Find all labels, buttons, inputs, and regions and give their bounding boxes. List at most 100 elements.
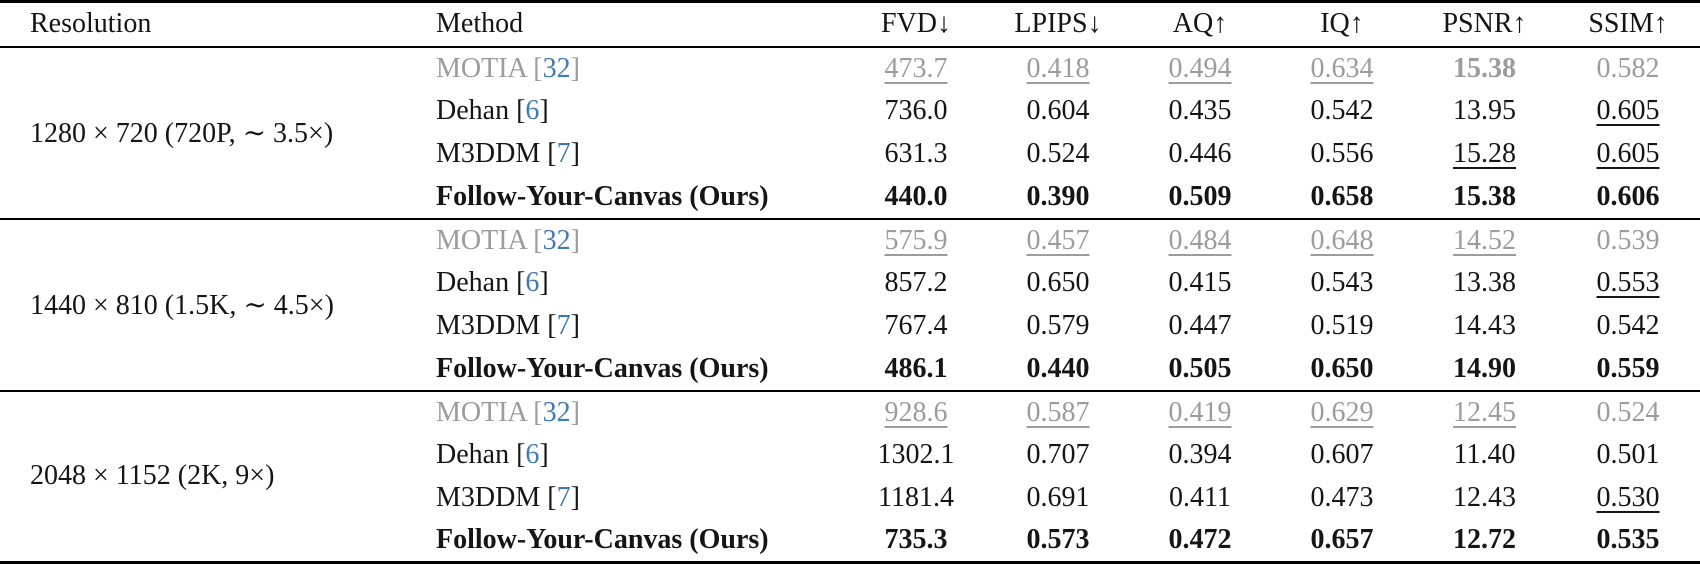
method-name: Dehan: [436, 95, 510, 126]
method-cell: M3DDM [7]: [435, 477, 845, 520]
metric-value: 0.411: [1169, 482, 1231, 513]
metric-cell: 857.2: [845, 262, 987, 305]
metric-value: 0.440: [1026, 352, 1090, 384]
table-row: M3DDM [7] 767.4 0.579 0.447 0.519 14.43 …: [0, 305, 1700, 348]
metric-value: 0.607: [1310, 439, 1374, 470]
table-row: Follow-Your-Canvas (Ours) [] 735.3 0.573…: [0, 520, 1700, 563]
metric-cell: 0.605: [1556, 90, 1700, 133]
method-cell: MOTIA [32]: [435, 391, 845, 434]
metric-cell: 1181.4: [845, 477, 987, 520]
metric-value: 0.691: [1026, 482, 1090, 513]
metric-cell: 0.415: [1129, 262, 1271, 305]
metric-value: 0.707: [1026, 439, 1090, 470]
metric-cell: 0.542: [1271, 90, 1413, 133]
metric-value: 15.38: [1453, 180, 1516, 212]
method-cell: M3DDM [7]: [435, 133, 845, 176]
metric-value: 736.0: [884, 95, 948, 126]
citation-link[interactable]: 7: [556, 310, 571, 341]
citation: [32]: [526, 396, 580, 428]
metric-value: 0.494: [1168, 52, 1232, 84]
metric-value: 14.52: [1453, 224, 1516, 256]
metric-value: 0.542: [1596, 310, 1660, 341]
metric-cell: 14.90: [1413, 348, 1556, 391]
metric-cell: 0.634: [1271, 47, 1413, 90]
citation-link[interactable]: 6: [525, 439, 540, 470]
metric-value: 631.3: [884, 138, 948, 169]
metric-value: 0.658: [1310, 180, 1374, 212]
method-cell: MOTIA [32]: [435, 219, 845, 262]
metric-cell: 12.72: [1413, 520, 1556, 563]
metric-cell: 0.607: [1271, 434, 1413, 477]
column-header-iq: IQ↑: [1320, 8, 1364, 40]
citation-link[interactable]: 32: [542, 224, 571, 256]
metric-cell: 0.707: [987, 434, 1129, 477]
metric-value: 0.472: [1168, 524, 1232, 556]
metric-cell: 0.629: [1271, 391, 1413, 434]
method-name: M3DDM: [436, 482, 541, 513]
metric-value: 0.539: [1596, 224, 1660, 256]
metric-cell: 13.38: [1413, 262, 1556, 305]
metric-value: 0.473: [1310, 482, 1374, 513]
metric-value: 473.7: [884, 52, 948, 84]
metric-cell: 575.9: [845, 219, 987, 262]
method-name: Dehan: [436, 439, 510, 470]
metric-value: 0.524: [1026, 138, 1090, 169]
citation-link[interactable]: 32: [542, 396, 571, 428]
citation-link[interactable]: 7: [556, 482, 571, 513]
metric-cell: 0.573: [987, 520, 1129, 563]
metric-cell: 0.530: [1556, 477, 1700, 520]
metric-cell: 0.650: [987, 262, 1129, 305]
citation-link[interactable]: 7: [556, 138, 571, 169]
method-name: Follow-Your-Canvas (Ours): [436, 524, 769, 556]
resolution-cell: 1440 × 810 (1.5K, ∼ 4.5×): [30, 289, 334, 321]
metric-cell: 736.0: [845, 90, 987, 133]
metric-value: 0.390: [1026, 180, 1090, 212]
method-name: Follow-Your-Canvas (Ours): [436, 352, 769, 384]
metric-cell: 0.587: [987, 391, 1129, 434]
citation-link[interactable]: 6: [525, 95, 540, 126]
metric-cell: 14.52: [1413, 219, 1556, 262]
metric-cell: 0.494: [1129, 47, 1271, 90]
metric-cell: 0.539: [1556, 219, 1700, 262]
method-name: M3DDM: [436, 310, 541, 341]
metric-cell: 735.3: [845, 520, 987, 563]
table-row: 2048 × 1152 (2K, 9×) MOTIA [32] 928.6 0.…: [0, 391, 1700, 492]
citation: [7]: [540, 482, 580, 513]
metric-value: 0.501: [1596, 439, 1660, 470]
method-name: Follow-Your-Canvas (Ours): [436, 180, 769, 212]
metric-cell: 0.543: [1271, 262, 1413, 305]
table-row: M3DDM [7] 631.3 0.524 0.446 0.556 15.28 …: [0, 133, 1700, 176]
column-header-method: Method: [436, 8, 524, 40]
citation-link[interactable]: 32: [542, 52, 571, 84]
metric-value: 928.6: [884, 396, 948, 428]
metric-value: 0.556: [1310, 138, 1374, 169]
method-cell: Follow-Your-Canvas (Ours) []: [435, 176, 845, 219]
method-cell: MOTIA [32]: [435, 47, 845, 90]
metric-cell: 0.559: [1556, 348, 1700, 391]
column-header-aq: AQ↑: [1172, 8, 1228, 40]
metric-cell: 0.509: [1129, 176, 1271, 219]
metric-value: 440.0: [884, 180, 948, 212]
citation: [32]: [526, 52, 580, 84]
metric-value: 11.40: [1453, 439, 1516, 470]
metric-value: 0.435: [1168, 95, 1232, 126]
metric-value: 0.604: [1026, 95, 1090, 126]
metric-value: 0.648: [1310, 224, 1374, 256]
metric-cell: 0.650: [1271, 348, 1413, 391]
column-header-psnr: PSNR↑: [1442, 8, 1527, 40]
citation-link[interactable]: 6: [525, 267, 540, 298]
table-row: 1280 × 720 (720P, ∼ 3.5×) MOTIA [32] 473…: [0, 47, 1700, 149]
metric-value: 15.38: [1453, 52, 1516, 84]
metric-value: 12.72: [1453, 524, 1516, 556]
metric-value: 0.394: [1168, 439, 1232, 470]
metric-cell: 473.7: [845, 47, 987, 90]
method-cell: Follow-Your-Canvas (Ours) []: [435, 348, 845, 391]
table-row: Dehan [6] 1302.1 0.707 0.394 0.607 11.40…: [0, 434, 1700, 477]
metric-value: 767.4: [884, 310, 948, 341]
metric-cell: 0.419: [1129, 391, 1271, 434]
resolution-group-2k: 2048 × 1152 (2K, 9×) MOTIA [32] 928.6 0.…: [0, 391, 1700, 563]
metric-value: 575.9: [884, 224, 948, 256]
table-row: Follow-Your-Canvas (Ours) [] 440.0 0.390…: [0, 176, 1700, 219]
resolution-group-720p: 1280 × 720 (720P, ∼ 3.5×) MOTIA [32] 473…: [0, 47, 1700, 219]
method-name: MOTIA: [436, 224, 527, 256]
